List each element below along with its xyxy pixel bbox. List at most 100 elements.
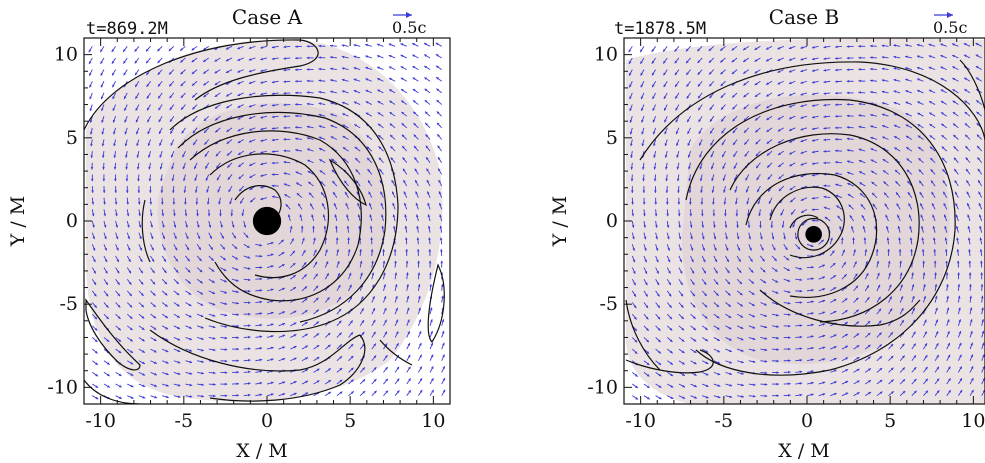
- y-tick-label: -10: [47, 376, 78, 398]
- velocity-arrowhead: [415, 191, 418, 195]
- velocity-arrowhead: [878, 332, 882, 336]
- velocity-arrowhead: [715, 270, 718, 274]
- velocity-arrowhead: [743, 47, 746, 51]
- velocity-arrowhead: [330, 55, 333, 59]
- velocity-arrowhead: [404, 202, 407, 206]
- velocity-arrowhead: [858, 148, 862, 152]
- velocity-arrowhead: [176, 315, 180, 318]
- velocity-arrowhead: [721, 118, 724, 122]
- velocity-arrowhead: [378, 146, 382, 150]
- velocity-arrowhead: [764, 325, 768, 329]
- velocity-arrowhead: [260, 127, 264, 131]
- velocity-arrowhead: [204, 130, 207, 133]
- velocity-arrowhead: [241, 213, 245, 217]
- velocity-arrowhead: [270, 381, 274, 385]
- velocity-arrowhead: [369, 225, 373, 229]
- velocity-arrowhead: [755, 153, 759, 157]
- velocity-arrowhead: [171, 166, 174, 170]
- velocity-arrowhead: [681, 316, 684, 319]
- velocity-arrowhead: [136, 155, 140, 158]
- velocity-arrowhead: [909, 226, 912, 229]
- velocity-arrowhead: [723, 190, 726, 193]
- velocity-arrowhead: [953, 134, 957, 138]
- velocity-arrowhead: [180, 48, 183, 51]
- velocity-arrowhead: [293, 334, 297, 337]
- velocity-arrowhead: [867, 356, 871, 360]
- velocity-arrowhead: [226, 105, 229, 109]
- velocity-arrowhead: [211, 269, 215, 272]
- velocity-arrowhead: [89, 72, 92, 76]
- velocity-arrowhead: [716, 304, 720, 308]
- velocity-arrowhead: [330, 67, 333, 71]
- velocity-arrowhead: [905, 44, 908, 47]
- velocity-arrowhead: [416, 249, 420, 252]
- velocity-arrows: [628, 42, 985, 400]
- velocity-arrowhead: [970, 354, 974, 358]
- velocity-arrowhead: [717, 338, 720, 341]
- velocity-arrowhead: [757, 201, 761, 205]
- velocity-arrowhead: [881, 79, 885, 82]
- velocity-arrowhead: [440, 284, 444, 287]
- velocity-arrowhead: [203, 59, 206, 62]
- velocity-arrowhead: [777, 58, 781, 62]
- velocity-arrowhead: [147, 107, 150, 111]
- velocity-arrowhead: [783, 236, 786, 240]
- velocity-arrowhead: [305, 392, 309, 395]
- velocity-arrowhead: [148, 154, 151, 158]
- velocity-arrowhead: [923, 284, 926, 287]
- velocity-arrowhead: [654, 190, 657, 193]
- velocity-arrowhead: [724, 225, 728, 228]
- velocity-arrowhead: [326, 273, 329, 277]
- velocity-arrowhead: [328, 368, 331, 371]
- velocity-arrowhead: [726, 259, 729, 262]
- velocity-arrowhead: [780, 212, 784, 216]
- velocity-arrowhead: [381, 225, 385, 229]
- velocity-arrowhead: [955, 203, 958, 206]
- velocity-arrowhead: [968, 260, 972, 264]
- velocity-arrowhead: [391, 180, 395, 183]
- velocity-arrowhead: [969, 319, 973, 322]
- velocity-arrowhead: [764, 394, 768, 398]
- velocity-arrowhead: [318, 125, 322, 128]
- velocity-arrowhead: [670, 362, 673, 365]
- velocity-arrowhead: [708, 60, 712, 63]
- velocity-arrowhead: [402, 168, 406, 172]
- velocity-arrowhead: [218, 201, 221, 205]
- velocity-arrowhead: [635, 397, 639, 400]
- velocity-arrowhead: [822, 346, 826, 350]
- velocity-arrowhead: [925, 366, 928, 370]
- velocity-arrowhead: [800, 92, 804, 96]
- velocity-arrowhead: [711, 190, 715, 193]
- velocity-arrowhead: [236, 359, 239, 363]
- velocity-arrowhead: [890, 379, 894, 383]
- velocity-arrowhead: [129, 304, 133, 308]
- velocity-arrowhead: [858, 56, 861, 60]
- velocity-arrowhead: [353, 101, 357, 104]
- velocity-arrowhead: [111, 49, 115, 52]
- velocity-arrowhead: [104, 236, 107, 240]
- velocity-arrowhead: [117, 304, 121, 308]
- velocity-arrowhead: [136, 143, 139, 147]
- x-tick-label: 0: [261, 410, 273, 432]
- density-contours: [84, 39, 445, 404]
- velocity-arrowhead: [332, 180, 335, 184]
- velocity-arrowhead: [353, 43, 357, 47]
- velocity-arrowhead: [425, 122, 428, 126]
- velocity-arrowhead: [665, 202, 669, 205]
- velocity-arrowhead: [95, 362, 98, 365]
- black-hole-contour: [797, 217, 831, 251]
- velocity-arrowhead: [305, 380, 309, 384]
- velocity-arrowhead: [225, 58, 229, 62]
- velocity-arrowhead: [940, 66, 944, 70]
- velocity-arrowhead: [858, 79, 861, 83]
- velocity-arrowhead: [765, 47, 769, 50]
- velocity-arrowhead: [688, 178, 692, 182]
- velocity-arrowhead: [911, 272, 914, 276]
- velocity-arrowhead: [823, 150, 826, 153]
- velocity-arrowhead: [118, 384, 122, 388]
- y-tick-label: 10: [594, 44, 618, 66]
- velocity-arrowhead: [117, 282, 120, 285]
- velocity-arrowhead: [645, 293, 648, 297]
- velocity-arrowhead: [330, 79, 333, 82]
- velocity-arrowhead: [669, 327, 673, 331]
